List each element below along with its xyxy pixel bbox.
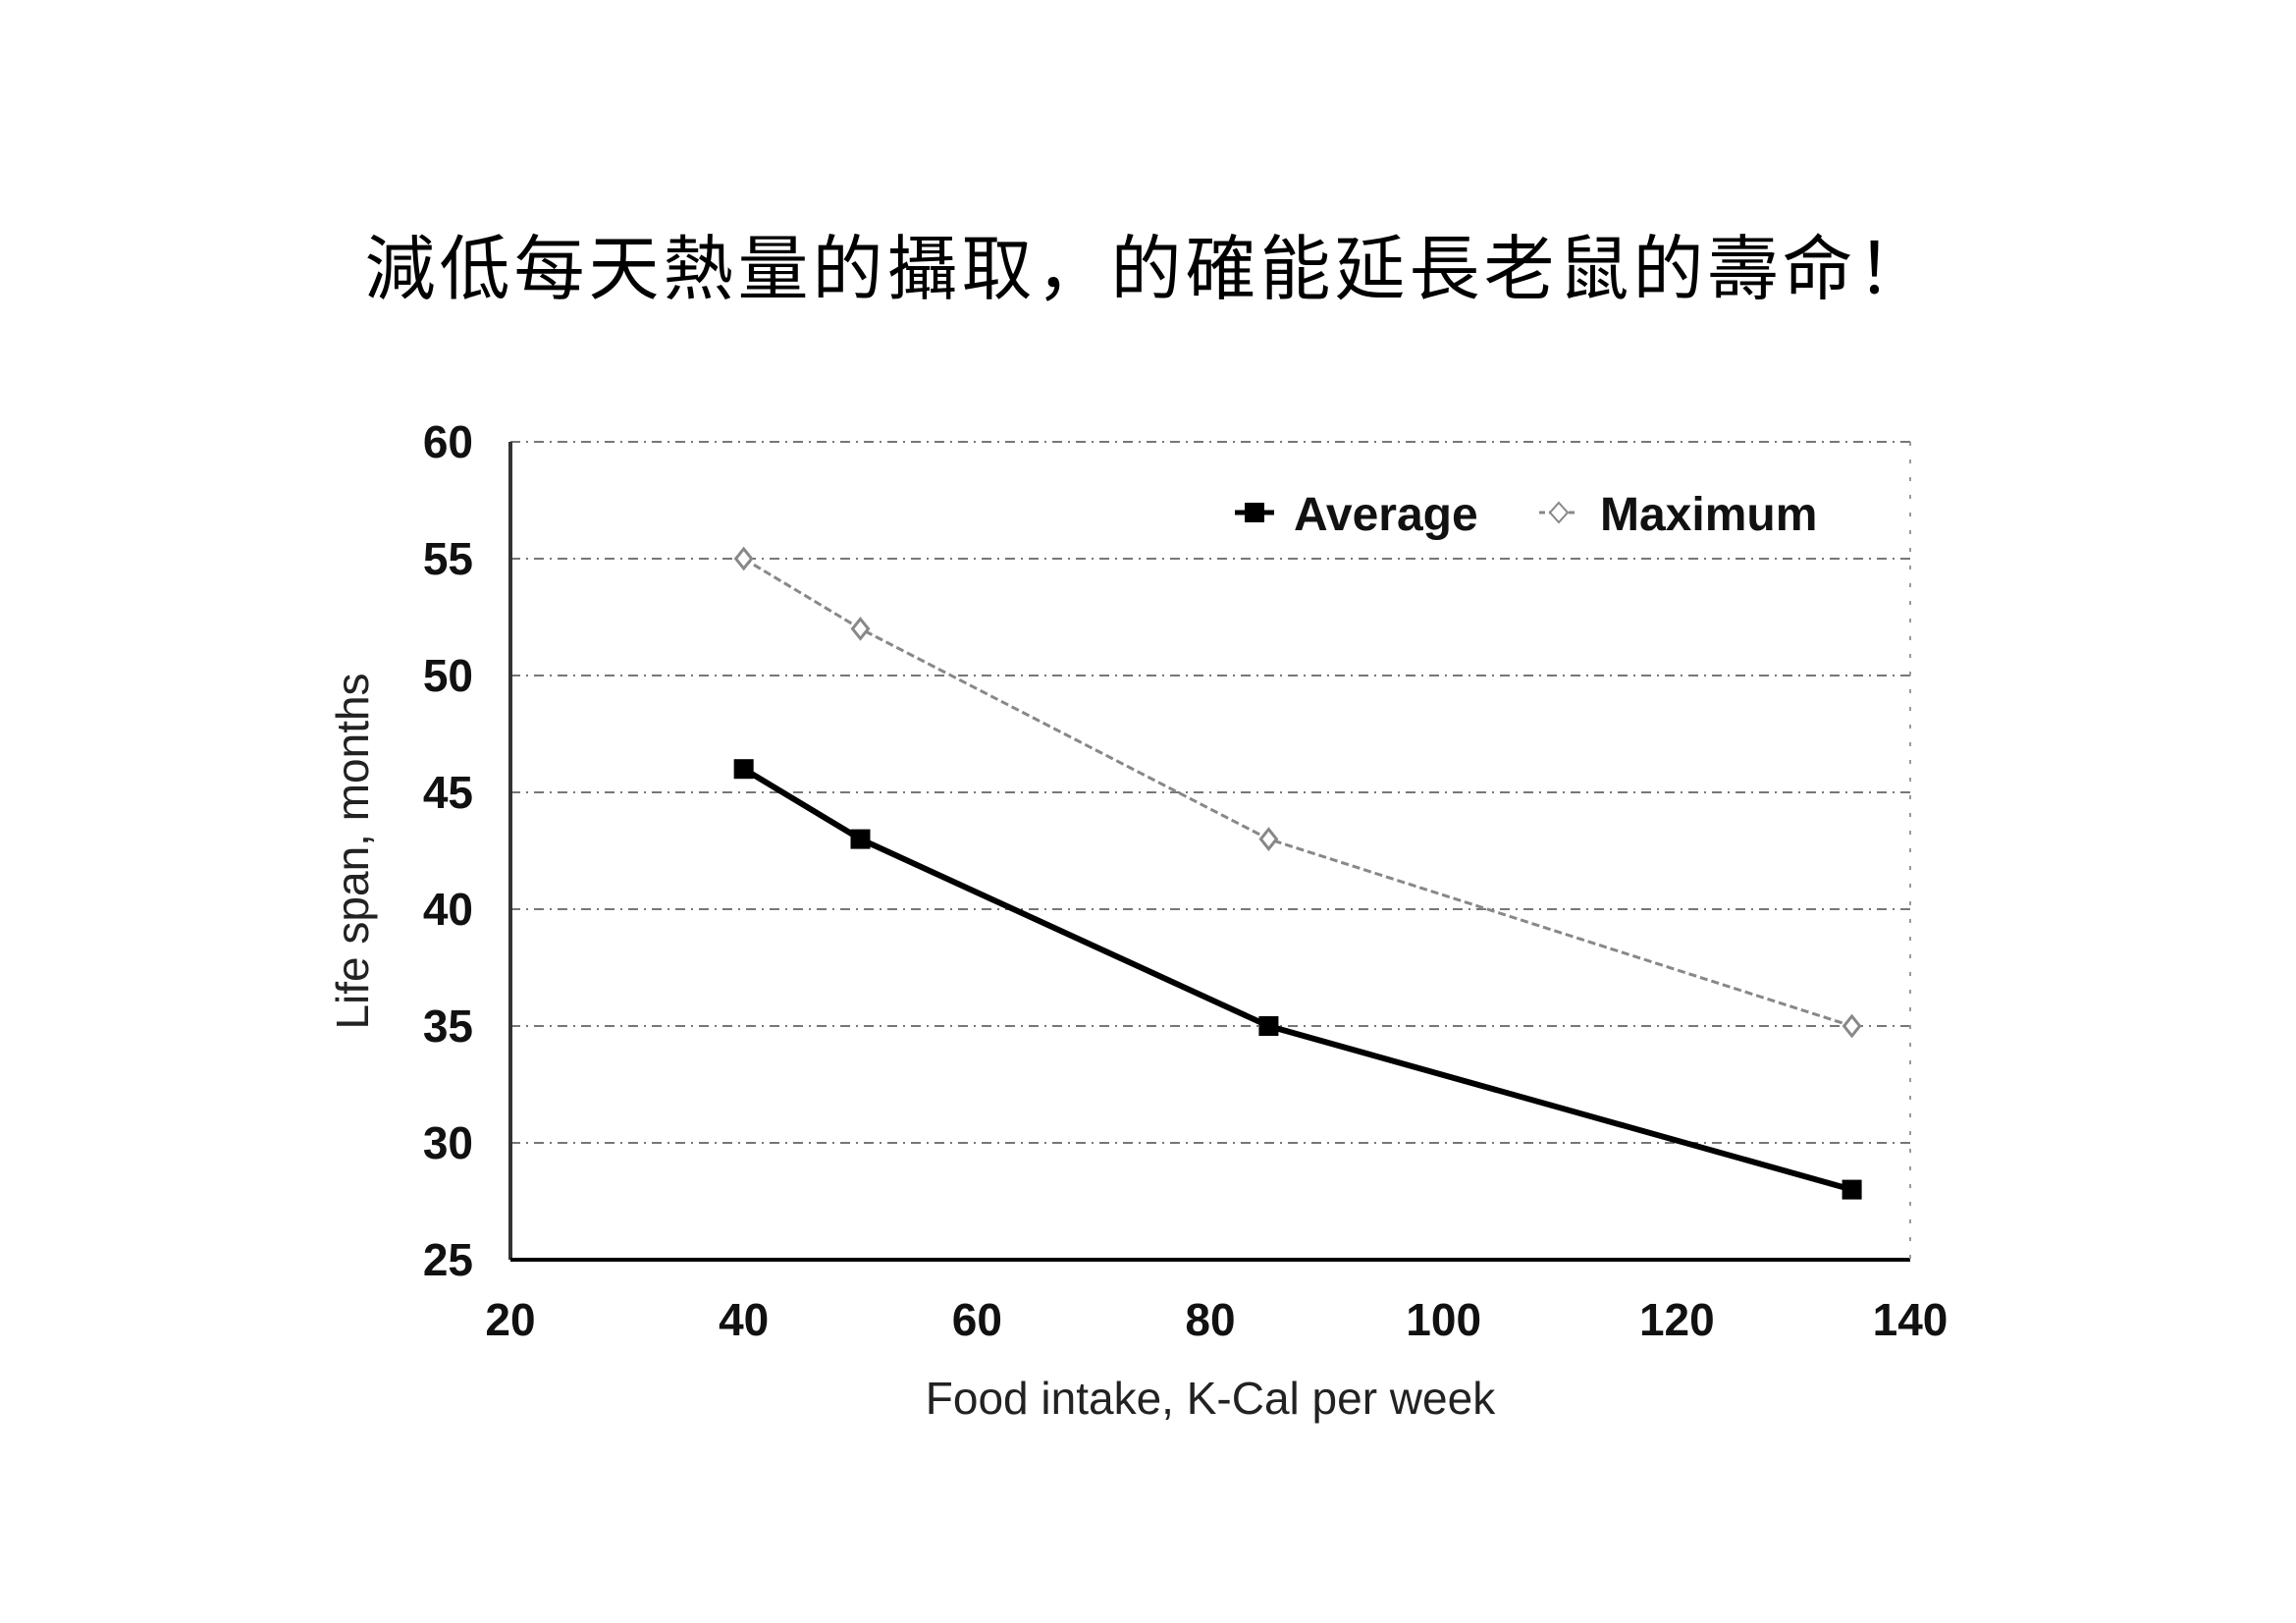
y-tick-label: 55 — [423, 533, 473, 584]
x-tick-label: 140 — [1873, 1294, 1949, 1345]
data-point-maximum — [733, 546, 754, 571]
data-point-average — [850, 829, 871, 849]
x-tick-label: 100 — [1406, 1294, 1481, 1345]
y-tick-label: 40 — [423, 884, 473, 935]
y-tick-label: 45 — [423, 767, 473, 818]
chart-title: 減低每天熱量的攝取，的確能延長老鼠的壽命！ — [364, 228, 1932, 310]
data-point-average — [1258, 1016, 1279, 1036]
data-point-average — [733, 759, 754, 780]
series-line-average — [742, 766, 1853, 1193]
legend-maximum-label: Maximum — [1600, 489, 1817, 541]
y-tick-label: 60 — [423, 416, 473, 467]
y-tick-label: 35 — [423, 1001, 473, 1052]
x-tick-label: 120 — [1639, 1294, 1715, 1345]
data-point-maximum — [1258, 827, 1279, 852]
x-tick-label: 80 — [1185, 1294, 1235, 1345]
data-point-average — [1842, 1179, 1862, 1200]
gridlines — [510, 441, 1910, 1144]
legend-average-marker — [1245, 503, 1264, 522]
legend-maximum-marker — [1548, 501, 1570, 524]
series-line-maximum — [742, 557, 1853, 1028]
y-tick-label: 50 — [423, 650, 473, 701]
y-tick-label: 25 — [423, 1234, 473, 1285]
x-tick-label: 40 — [719, 1294, 769, 1345]
y-axis-label: Life span, months — [327, 673, 378, 1029]
x-tick-label: 20 — [485, 1294, 535, 1345]
legend: Average Maximum — [1235, 489, 1817, 541]
x-axis-label: Food intake, K-Cal per week — [926, 1373, 1496, 1424]
data-point-maximum — [1842, 1013, 1862, 1039]
data-point-maximum — [850, 616, 871, 641]
y-tick-label: 30 — [423, 1117, 473, 1168]
x-tick-label: 60 — [952, 1294, 1002, 1345]
legend-average-label: Average — [1294, 489, 1478, 541]
